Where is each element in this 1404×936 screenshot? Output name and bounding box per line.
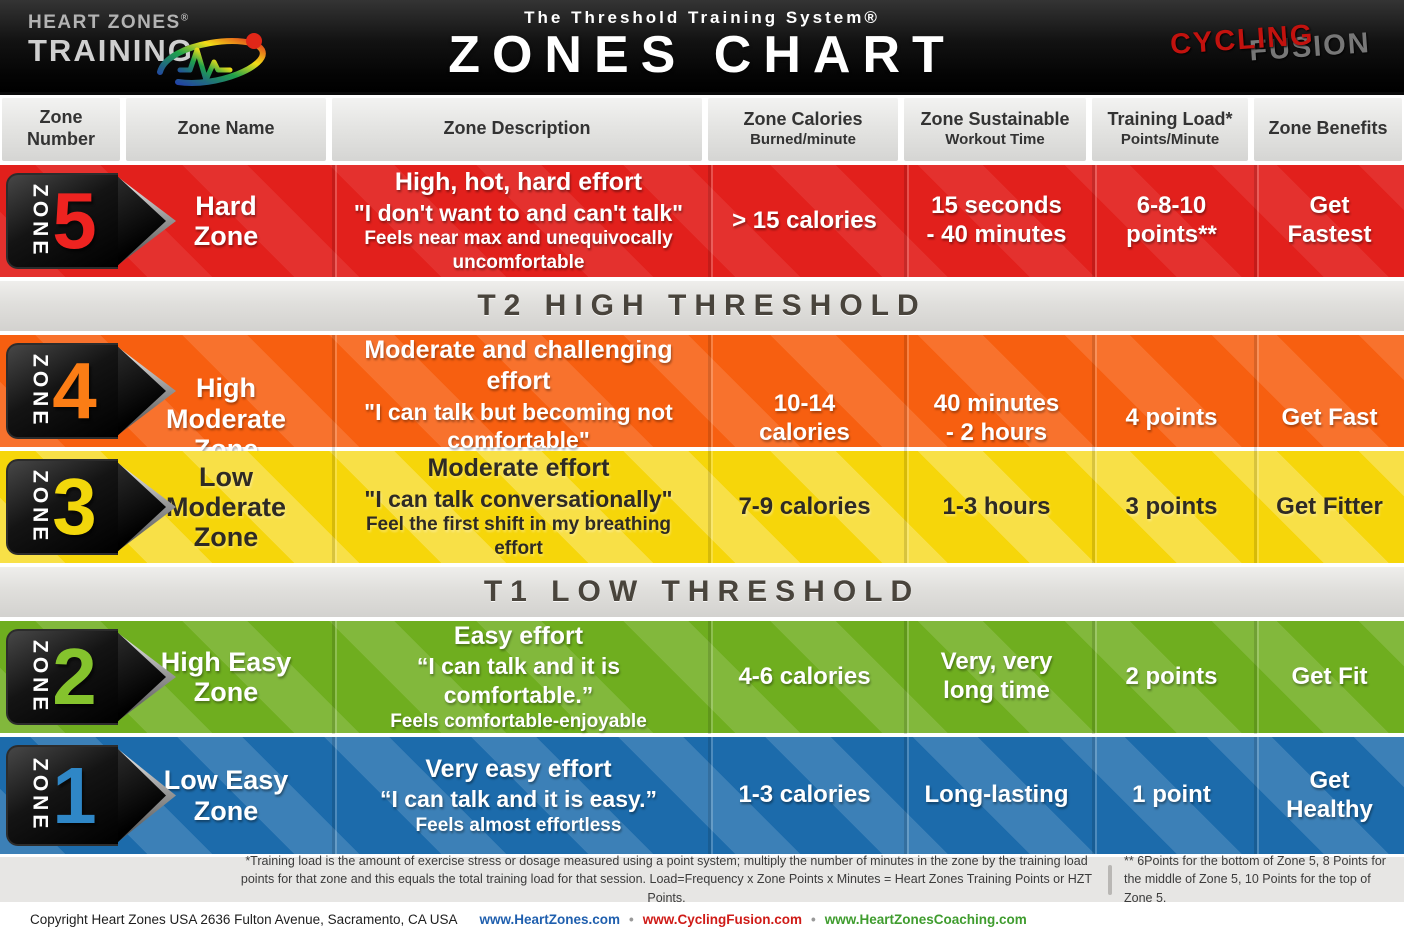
link-separator: • bbox=[629, 911, 634, 927]
zone-word: ZONE bbox=[28, 183, 52, 259]
zone-description: Easy effort “I can talk and it is comfor… bbox=[332, 621, 702, 734]
zone-number: 3 bbox=[52, 462, 97, 551]
col-zone-name: Zone Name bbox=[126, 97, 326, 161]
zone-row-5: ZONE 5 Hard Zone High, hot, hard effort … bbox=[0, 165, 1404, 277]
link-separator: • bbox=[811, 911, 816, 927]
col-training-load: Training Load* Points/Minute bbox=[1092, 97, 1248, 161]
training-load-footnote: *Training load is the amount of exercise… bbox=[240, 854, 1093, 905]
zone-benefit: Get Fit bbox=[1254, 621, 1402, 734]
zone-2-badge: ZONE 2 bbox=[6, 629, 178, 725]
page-title: ZONES CHART bbox=[448, 26, 956, 84]
zone-number: 4 bbox=[52, 346, 97, 435]
brand-name: Heart Zones bbox=[28, 12, 181, 33]
badge-arrow bbox=[114, 343, 166, 439]
zone-word: ZONE bbox=[28, 639, 52, 715]
zone-benefit: Get Fitter bbox=[1254, 451, 1402, 563]
zone5-points-footnote: ** 6Points for the bottom of Zone 5, 8 P… bbox=[1124, 854, 1386, 905]
top-bar: Heart Zones® TRAINING The Threshold Trai… bbox=[0, 0, 1404, 95]
zone-word: ZONE bbox=[28, 469, 52, 545]
footnote-divider bbox=[1108, 864, 1112, 895]
registered-mark: ® bbox=[180, 12, 190, 24]
system-subtitle: The Threshold Training System® bbox=[524, 8, 880, 27]
col-workout-time: Zone Sustainable Workout Time bbox=[904, 97, 1086, 161]
col-zone-description: Zone Description bbox=[332, 97, 702, 161]
zone-workout-time: 1-3 hours bbox=[904, 451, 1086, 563]
zone-row-2: ZONE 2 High Easy Zone Easy effort “I can… bbox=[0, 621, 1404, 734]
zone-training-load: 3 points bbox=[1092, 451, 1248, 563]
badge-arrow bbox=[114, 173, 166, 269]
col-zone-benefits: Zone Benefits bbox=[1254, 97, 1402, 161]
zone-name: High Easy Zone bbox=[160, 647, 292, 708]
zone-workout-time: 40 minutes - 2 hours bbox=[904, 335, 1086, 503]
zone-word: ZONE bbox=[28, 758, 52, 833]
col-zone-calories: Zone Calories Burned/minute bbox=[708, 97, 898, 161]
zone-row-3: ZONE 3 Low Moderate Zone Moderate effort… bbox=[0, 451, 1404, 563]
copyright-text: Copyright Heart Zones USA 2636 Fulton Av… bbox=[30, 911, 458, 927]
zone-training-load: 1 point bbox=[1092, 737, 1248, 854]
zone-training-load: 4 points bbox=[1092, 335, 1248, 503]
heartbeat-swoosh-icon bbox=[157, 33, 266, 86]
zone-benefit: Get Fastest bbox=[1254, 165, 1402, 277]
copyright-bar: Copyright Heart Zones USA 2636 Fulton Av… bbox=[0, 902, 1404, 936]
zone-benefit: Get Healthy bbox=[1254, 737, 1402, 854]
heart-zones-logo: Heart Zones® TRAINING bbox=[28, 12, 266, 86]
badge-arrow bbox=[114, 629, 166, 725]
zone-workout-time: Very, very long time bbox=[904, 621, 1086, 734]
zone-name: Hard Zone bbox=[193, 190, 259, 251]
zone-row-4: ZONE 4 High Moderate Zone Moderate and c… bbox=[0, 335, 1404, 503]
zone-description: High, hot, hard effort "I don't want to … bbox=[332, 165, 702, 277]
zone-training-load: 2 points bbox=[1092, 621, 1248, 734]
zone-calories: 7-9 calories bbox=[708, 451, 898, 563]
zone-calories: > 15 calories bbox=[708, 165, 898, 277]
cycling-fusion-logo: CYCLING FUSION bbox=[1169, 15, 1372, 67]
zone-row-1: ZONE 1 Low Easy Zone Very easy effort “I… bbox=[0, 737, 1404, 854]
zone-training-load: 6-8-10 points** bbox=[1092, 165, 1248, 277]
zone-5-badge: ZONE 5 bbox=[6, 173, 178, 269]
zone-number: 1 bbox=[52, 750, 97, 840]
zone-word: ZONE bbox=[28, 353, 52, 429]
column-header-row: Zone Number Zone Name Zone Description Zo… bbox=[0, 97, 1404, 161]
zone-description: Very easy effort “I can talk and it is e… bbox=[332, 737, 702, 854]
zone-calories: 4-6 calories bbox=[708, 621, 898, 734]
zone-4-badge: ZONE 4 bbox=[6, 343, 178, 439]
zone-calories: 10-14 calories bbox=[708, 335, 898, 503]
zone-1-badge: ZONE 1 bbox=[6, 745, 178, 846]
t1-low-threshold-band: T1 LOW THRESHOLD bbox=[0, 567, 1404, 617]
zone-calories: 1-3 calories bbox=[708, 737, 898, 854]
zone-3-badge: ZONE 3 bbox=[6, 459, 178, 555]
title-block: The Threshold Training System® ZONES CHA… bbox=[448, 8, 956, 83]
t2-high-threshold-band: T2 HIGH THRESHOLD bbox=[0, 281, 1404, 331]
cyclingfusion-link[interactable]: www.CyclingFusion.com bbox=[642, 911, 803, 927]
zone-workout-time: 15 seconds - 40 minutes bbox=[904, 165, 1086, 277]
footnotes-band: *Training load is the amount of exercise… bbox=[0, 854, 1404, 905]
heartzonescoaching-link[interactable]: www.HeartZonesCoaching.com bbox=[824, 911, 1027, 927]
heartzones-link[interactable]: www.HeartZones.com bbox=[479, 911, 621, 927]
zone-description: Moderate effort "I can talk conversation… bbox=[332, 451, 702, 563]
zone-name: Low Moderate Zone bbox=[165, 461, 287, 553]
zone-number: 5 bbox=[52, 176, 97, 265]
zone-number: 2 bbox=[52, 632, 97, 721]
zone-benefit: Get Fast bbox=[1254, 335, 1402, 503]
zone-name: Low Easy Zone bbox=[163, 765, 289, 826]
badge-arrow bbox=[114, 745, 166, 846]
col-zone-number: Zone Number bbox=[2, 97, 120, 161]
badge-arrow bbox=[114, 459, 166, 555]
zone-workout-time: Long-lasting bbox=[904, 737, 1086, 854]
